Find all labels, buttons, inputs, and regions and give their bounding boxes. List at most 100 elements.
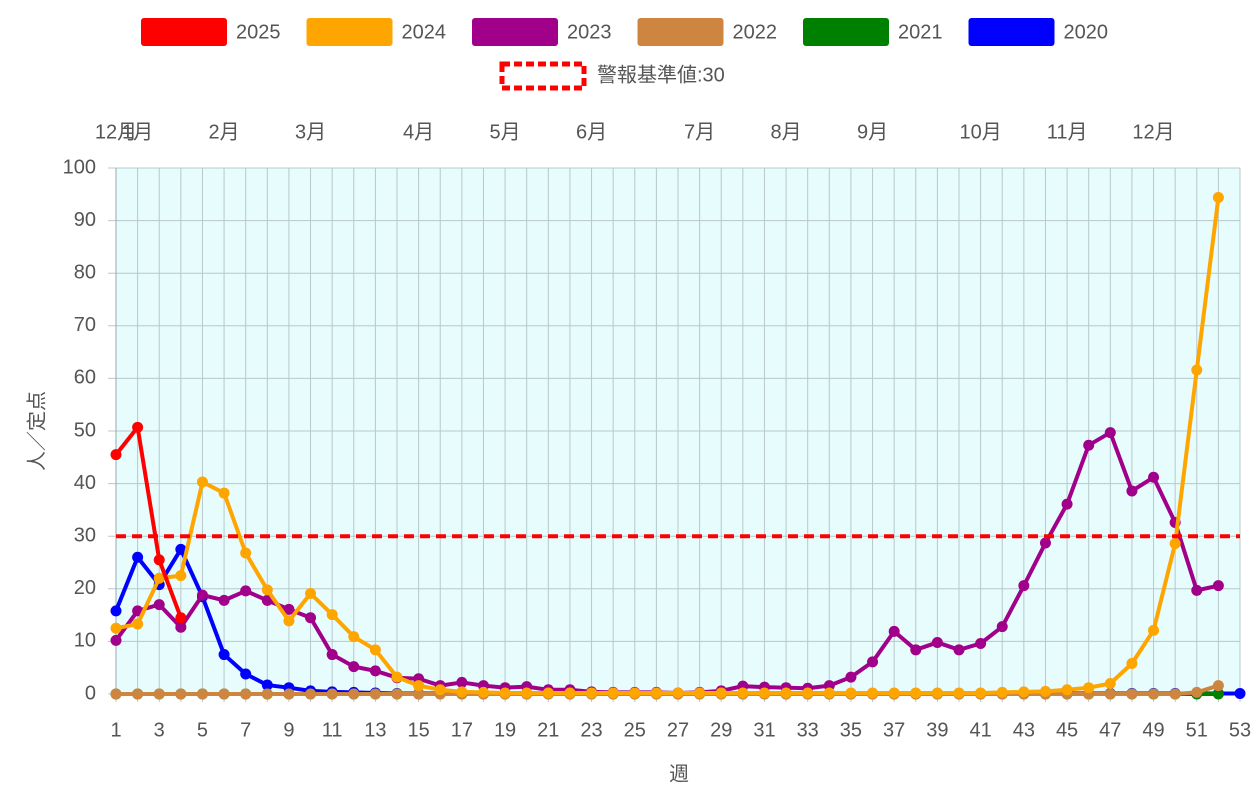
data-point (607, 687, 619, 699)
data-point (1148, 624, 1160, 636)
x-tick-label: 7 (240, 719, 251, 741)
data-point (1191, 584, 1203, 596)
data-point (1018, 686, 1030, 698)
y-tick-label: 100 (63, 156, 96, 178)
legend-swatch (637, 18, 724, 46)
data-point (326, 688, 338, 700)
data-point (1061, 498, 1073, 510)
data-point (1169, 688, 1181, 700)
x-tick-label: 29 (710, 719, 732, 741)
data-point (348, 661, 360, 673)
x-tick-label: 53 (1229, 719, 1251, 741)
data-point (996, 621, 1008, 633)
data-point (672, 687, 684, 699)
data-point (283, 615, 295, 627)
data-point (1083, 682, 1095, 694)
x-tick-label: 45 (1056, 719, 1078, 741)
x-tick-label: 49 (1142, 719, 1164, 741)
data-point (153, 554, 165, 566)
data-point (175, 543, 187, 555)
top-tick-label: 3月 (295, 121, 326, 143)
data-point (369, 644, 381, 656)
data-point (1212, 580, 1224, 592)
data-point (953, 687, 965, 699)
data-point (175, 612, 187, 624)
top-tick-label: 12月 (95, 121, 137, 143)
data-point (694, 687, 706, 699)
legend-label-threshold: 警報基準値:30 (597, 63, 725, 86)
data-point (521, 687, 533, 699)
data-point (737, 687, 749, 699)
x-tick-label: 35 (840, 719, 862, 741)
data-point (132, 421, 144, 433)
data-point (283, 603, 295, 615)
data-point (240, 585, 252, 597)
data-point (132, 551, 144, 563)
x-axis-title: 週 (669, 762, 689, 785)
data-point (110, 688, 122, 700)
y-tick-label: 50 (74, 419, 96, 441)
data-point (348, 688, 360, 700)
data-point (283, 688, 295, 700)
data-point (1212, 680, 1224, 692)
data-point (1126, 657, 1138, 669)
data-point (1169, 538, 1181, 550)
x-tick-label: 33 (797, 719, 819, 741)
data-point (326, 609, 338, 621)
legend-label: 2021 (898, 21, 943, 43)
top-tick-label: 11月 (1047, 121, 1088, 143)
data-point (542, 687, 554, 699)
data-point (1234, 687, 1246, 699)
data-point (369, 688, 381, 700)
x-tick-label: 31 (753, 719, 775, 741)
data-point (888, 625, 900, 637)
data-point (132, 688, 144, 700)
data-point (175, 621, 187, 633)
top-tick-label: 8月 (771, 121, 802, 143)
data-point (780, 687, 792, 699)
legend-swatch-threshold (499, 61, 587, 91)
data-point (1104, 427, 1116, 439)
x-tick-label: 15 (407, 719, 429, 741)
data-point (629, 687, 641, 699)
legend-label: 2023 (567, 21, 612, 43)
x-tick-label: 5 (197, 719, 208, 741)
data-point (110, 634, 122, 646)
data-point (910, 644, 922, 656)
data-point (802, 687, 814, 699)
data-point (931, 687, 943, 699)
data-point (305, 588, 317, 600)
data-point (110, 449, 122, 461)
x-tick-label: 13 (364, 719, 386, 741)
data-point (153, 688, 165, 700)
data-point (413, 688, 425, 700)
y-tick-label: 40 (74, 472, 96, 494)
x-tick-label: 11 (322, 719, 343, 741)
data-point (153, 599, 165, 611)
data-point (391, 671, 403, 683)
data-point (845, 671, 857, 683)
x-tick-label: 21 (537, 719, 559, 741)
y-tick-label: 90 (74, 209, 96, 231)
x-tick-label: 47 (1099, 719, 1121, 741)
data-point (175, 688, 187, 700)
x-tick-label: 27 (667, 719, 689, 741)
x-tick-label: 1 (110, 719, 121, 741)
data-point (261, 679, 273, 691)
y-tick-label: 30 (74, 524, 96, 546)
data-point (110, 622, 122, 634)
data-point (845, 687, 857, 699)
data-point (153, 572, 165, 584)
data-point (305, 612, 317, 624)
legend-swatch (306, 18, 393, 46)
y-tick-label: 10 (74, 630, 96, 652)
x-tick-label: 3 (154, 719, 165, 741)
data-point (1148, 688, 1160, 700)
data-point (391, 688, 403, 700)
data-point (1148, 471, 1160, 483)
data-point (650, 687, 662, 699)
data-point (1212, 688, 1224, 700)
data-point (1083, 439, 1095, 451)
top-tick-label: 9月 (857, 121, 888, 143)
